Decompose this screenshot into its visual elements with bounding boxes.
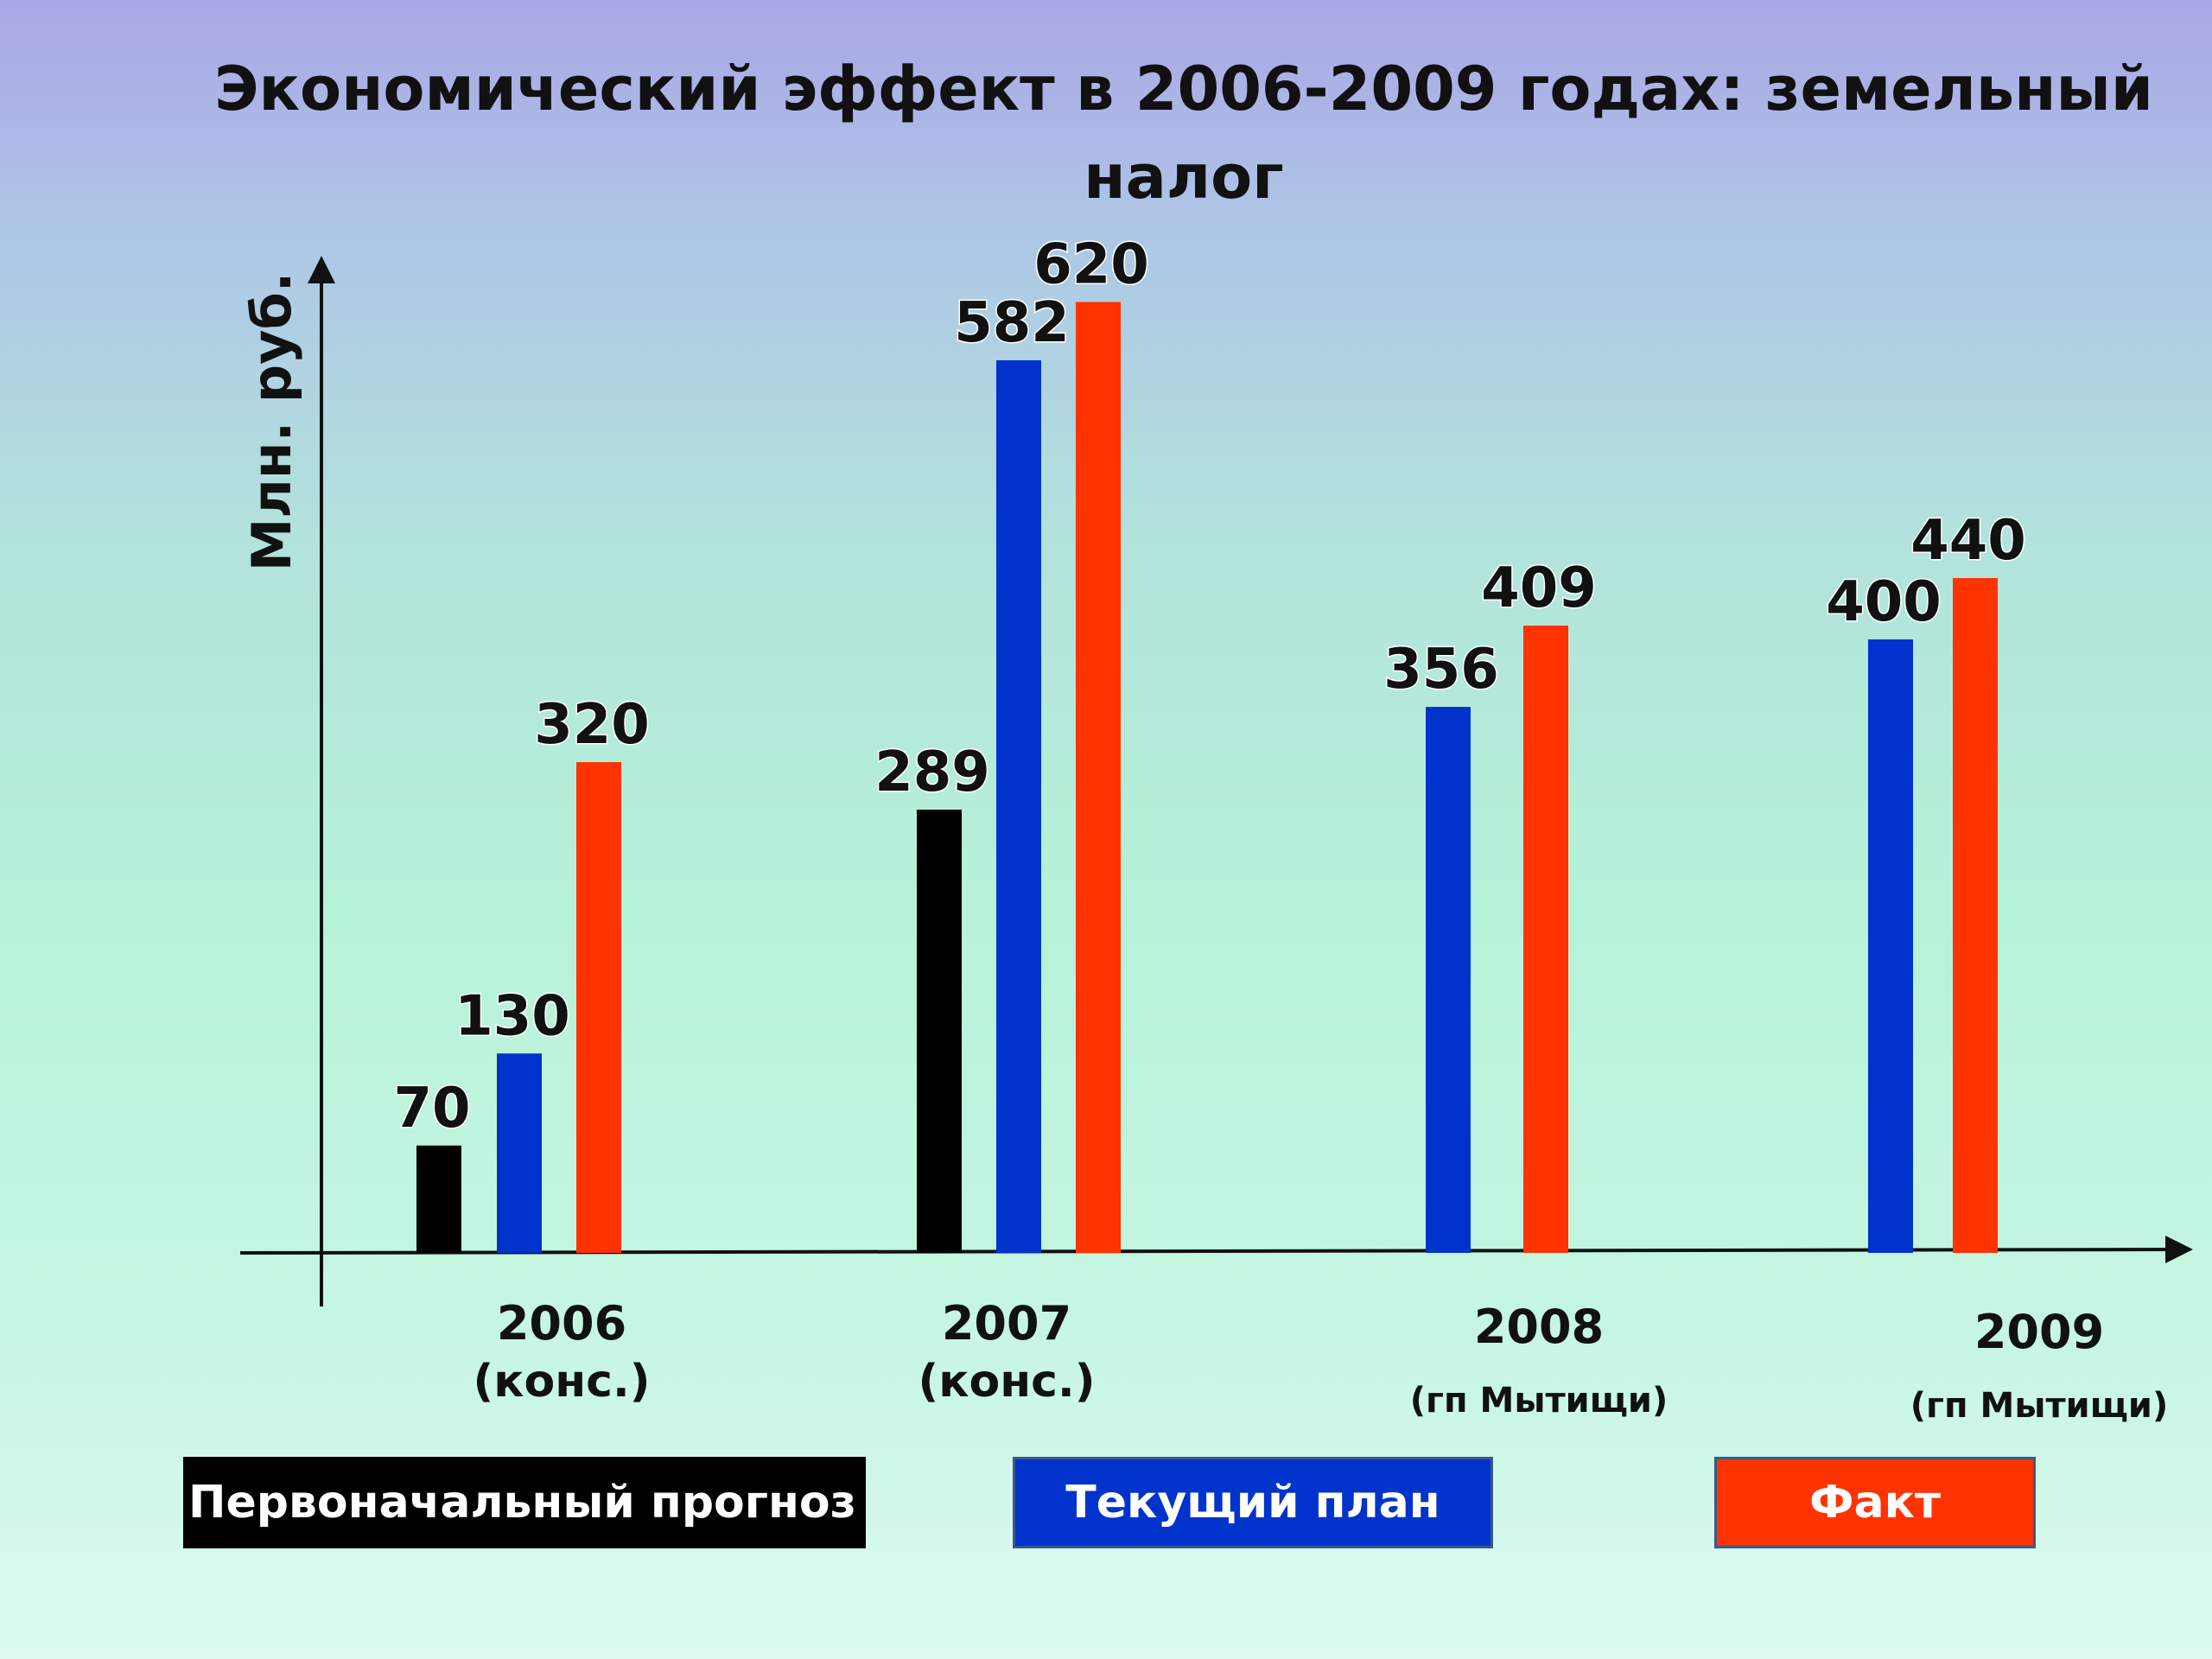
data-label-2006-series-1: 130 — [454, 984, 570, 1048]
bar-2009-series-1 — [1868, 639, 1913, 1253]
x-tick-label-note: (конс.) — [918, 1356, 1095, 1408]
bar-2006-series-1 — [497, 1053, 542, 1253]
bar-2009-series-2 — [1953, 578, 1998, 1253]
data-label-2006-series-0: 70 — [393, 1077, 470, 1141]
chart-title: Экономический эффект в 2006-2009 годах: … — [214, 54, 2153, 213]
data-label-2008-series-2: 409 — [1481, 556, 1597, 620]
data-label-2007-series-0: 289 — [874, 741, 990, 804]
bar-2006-series-0 — [416, 1145, 461, 1253]
bar-2007-series-1 — [996, 359, 1041, 1254]
legend-item-fact: Факт — [1714, 1457, 2036, 1548]
data-label-2008-series-1: 356 — [1383, 638, 1499, 702]
x-tick-label-note: (конс.) — [473, 1356, 650, 1408]
legend-item-current-plan: Текущий план — [1013, 1457, 1493, 1548]
x-axis — [239, 1236, 2193, 1264]
data-label-2007-series-1: 582 — [954, 291, 1070, 355]
x-tick-label-note: (гп Мытищи) — [1910, 1386, 2168, 1426]
bar-2008-series-1 — [1426, 707, 1471, 1253]
data-label-2007-series-2: 620 — [1033, 233, 1149, 297]
x-tick-label-year: 2007 — [942, 1296, 1071, 1351]
bar-2007-series-2 — [1076, 302, 1121, 1253]
bar-2007-series-0 — [917, 810, 962, 1253]
bar-2006-series-2 — [576, 762, 621, 1253]
x-tick-label-year: 2006 — [497, 1296, 626, 1351]
x-tick-label-year: 2009 — [1974, 1305, 2104, 1359]
data-label-2006-series-2: 320 — [534, 693, 650, 757]
legend-item-initial-forecast: Первоначальный прогноз — [183, 1457, 866, 1548]
bar-2008-series-2 — [1523, 626, 1568, 1253]
data-label-2009-series-1: 400 — [1826, 570, 1942, 634]
x-tick-label-note: (гп Мытищи) — [1410, 1381, 1668, 1421]
y-axis-label: Млн. руб. — [240, 272, 303, 572]
x-tick-label-year: 2008 — [1474, 1300, 1604, 1354]
data-label-2009-series-2: 440 — [1910, 509, 2026, 573]
